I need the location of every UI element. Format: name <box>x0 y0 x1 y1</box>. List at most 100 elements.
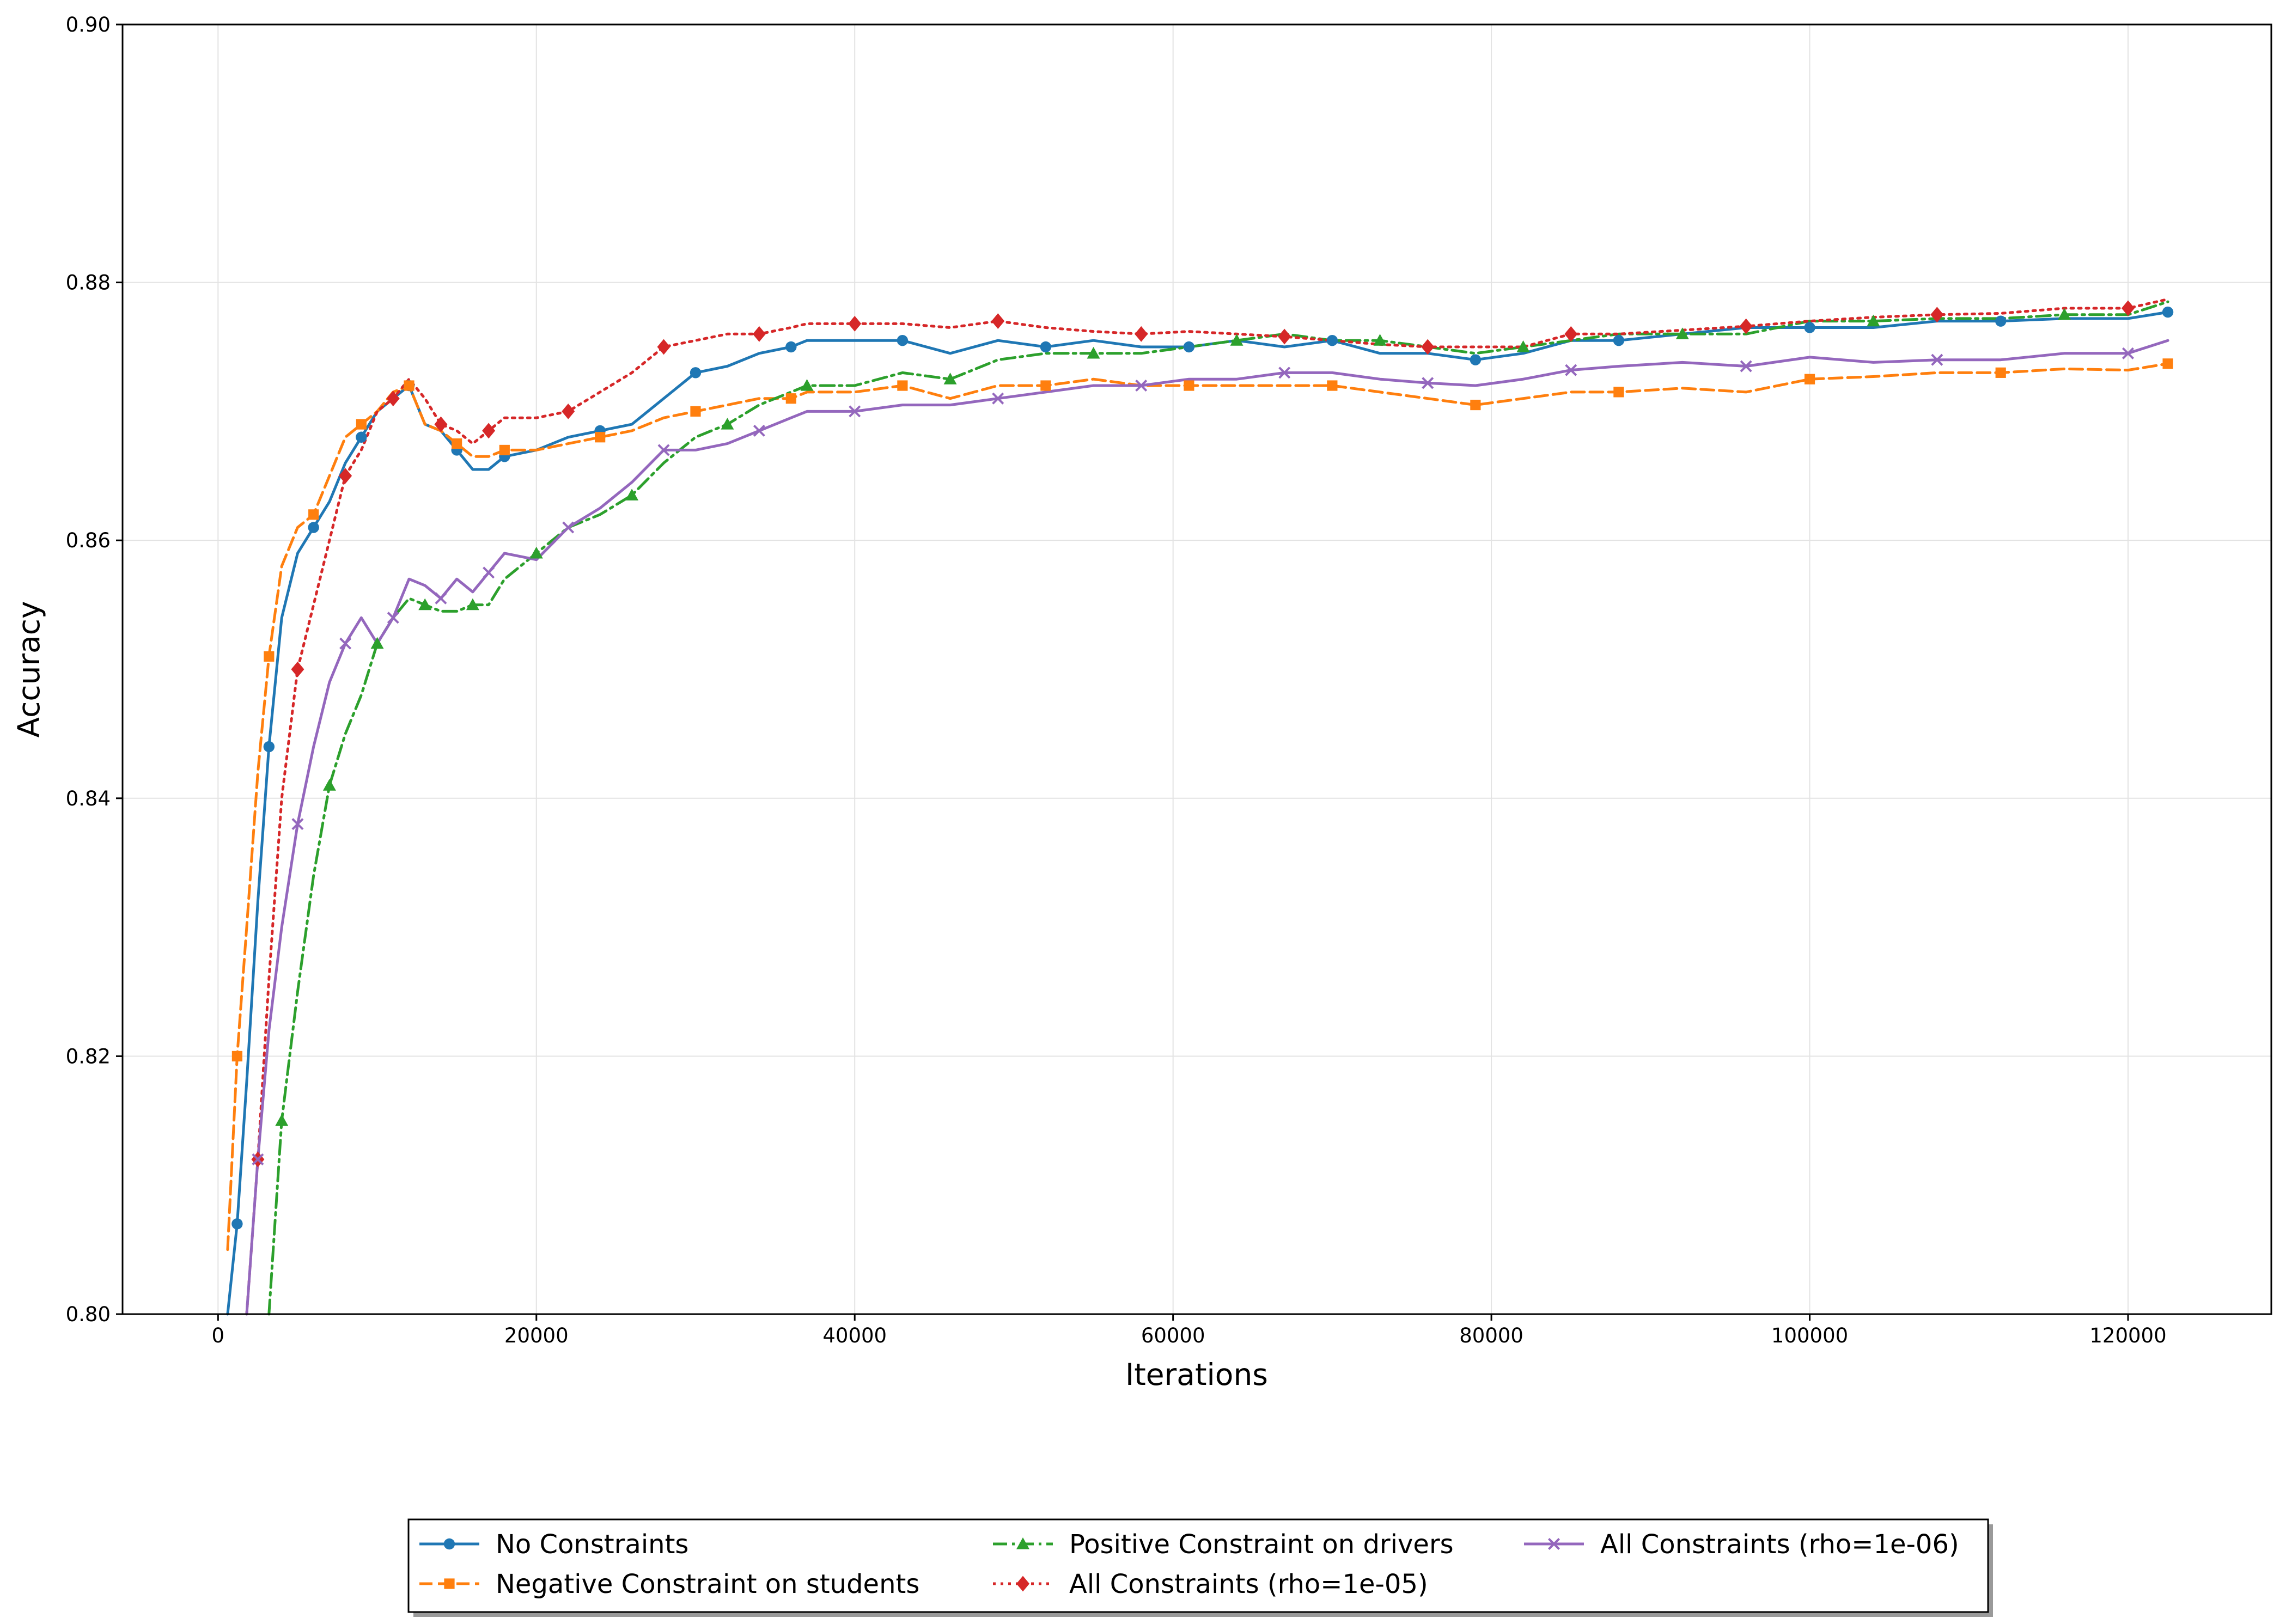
data-point <box>1740 360 1752 373</box>
data-point <box>2122 347 2135 359</box>
y-tick-label: 0.80 <box>66 1303 111 1326</box>
y-tick-label: 0.88 <box>66 271 111 295</box>
data-point <box>1135 326 1148 342</box>
data-point <box>657 339 670 355</box>
data-point <box>404 380 414 391</box>
legend-swatch-marker <box>1016 1537 1029 1549</box>
y-tick-label: 0.84 <box>66 787 111 810</box>
series-line <box>245 297 2169 1316</box>
data-point <box>1995 315 2007 327</box>
data-point <box>370 637 384 649</box>
data-point <box>231 1218 243 1230</box>
data-point <box>690 406 701 417</box>
legend-box <box>407 1518 1989 1613</box>
data-point <box>1804 322 1815 333</box>
data-point <box>264 651 275 662</box>
data-point <box>1804 374 1815 384</box>
data-point <box>1565 364 1577 376</box>
data-point <box>2162 306 2174 318</box>
data-point <box>721 418 734 430</box>
data-point <box>356 431 367 443</box>
data-point <box>897 334 909 346</box>
data-point <box>943 373 957 384</box>
x-tick-label: 60000 <box>1141 1324 1205 1347</box>
data-point <box>387 612 399 624</box>
legend-swatch-marker <box>1016 1576 1029 1592</box>
legend-swatch-marker <box>444 1578 455 1589</box>
series-line <box>267 300 2169 1316</box>
plot-frame <box>121 23 2272 1315</box>
data-point <box>992 392 1004 405</box>
data-point <box>231 1051 242 1061</box>
data-point <box>657 444 670 456</box>
data-point <box>785 341 797 353</box>
series-lines <box>226 297 2169 1316</box>
data-point <box>800 379 814 391</box>
series-line <box>226 310 2169 1316</box>
y-tick-label: 0.82 <box>66 1045 111 1068</box>
data-point <box>752 326 766 342</box>
data-point <box>435 592 447 605</box>
data-point <box>625 489 639 500</box>
legend-label: No Constraints <box>496 1529 688 1560</box>
data-point <box>252 1153 264 1165</box>
y-axis-ticks: 0.80 0.82 0.84 0.86 0.88 0.90 <box>66 13 123 1326</box>
data-point <box>308 509 319 520</box>
data-point <box>785 393 796 404</box>
x-tick-label: 20000 <box>504 1324 569 1347</box>
data-point <box>1931 353 1943 366</box>
data-point <box>1422 377 1434 389</box>
data-point <box>1040 380 1051 391</box>
data-point <box>386 390 400 407</box>
data-point <box>849 405 861 418</box>
legend-label: Positive Constraint on drivers <box>1069 1529 1454 1560</box>
y-axis-title: Accuracy <box>11 601 46 737</box>
data-point <box>418 598 432 610</box>
data-point <box>848 315 862 332</box>
data-point <box>1930 307 1944 323</box>
y-tick-label: 0.90 <box>66 13 111 36</box>
legend-swatch-marker <box>1547 1537 1560 1550</box>
data-point <box>1613 334 1625 346</box>
data-point <box>1739 318 1753 334</box>
data-point <box>322 779 336 791</box>
data-point <box>2162 358 2173 369</box>
data-point <box>1995 367 2006 378</box>
data-point <box>1184 380 1194 391</box>
y-tick-label: 0.86 <box>66 529 111 552</box>
legend-label: Negative Constraint on students <box>496 1569 919 1599</box>
x-tick-label: 120000 <box>2089 1324 2166 1347</box>
data-point <box>690 367 702 378</box>
data-point <box>1564 326 1578 342</box>
data-point <box>1278 367 1291 379</box>
data-point <box>339 468 352 484</box>
data-point <box>291 818 304 831</box>
legend-label: All Constraints (rho=1e-06) <box>1600 1529 1959 1560</box>
data-point <box>356 419 367 430</box>
series-line <box>245 339 2169 1316</box>
data-point <box>1040 341 1052 353</box>
data-point <box>452 438 462 449</box>
data-point <box>1135 380 1148 392</box>
data-point <box>1470 399 1481 411</box>
data-point <box>1516 340 1530 352</box>
data-point <box>562 521 575 534</box>
legend: No Constraints Negative Constraint on stu… <box>407 1518 1993 1617</box>
data-point <box>482 423 496 439</box>
data-point <box>308 522 319 533</box>
x-tick-label: 80000 <box>1459 1324 1523 1347</box>
data-point <box>483 566 495 579</box>
data-point <box>339 637 352 650</box>
data-point <box>1373 334 1387 346</box>
series-markers <box>231 300 2174 1230</box>
data-point <box>595 432 606 443</box>
data-point <box>2122 300 2135 316</box>
x-axis-ticks: 0 20000 40000 60000 80000 100000 120000 <box>212 1314 2167 1347</box>
data-point <box>1867 314 1880 327</box>
legend-swatch-marker <box>443 1538 455 1550</box>
data-point <box>562 404 575 419</box>
x-axis-title: Iterations <box>1125 1357 1268 1392</box>
x-tick-label: 40000 <box>822 1324 887 1347</box>
